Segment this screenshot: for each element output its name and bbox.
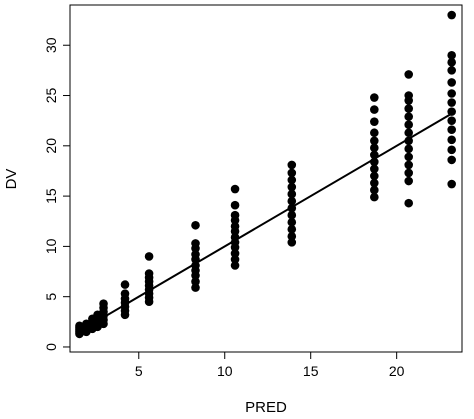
x-tick-label: 5 bbox=[135, 363, 143, 379]
data-point bbox=[230, 221, 240, 231]
data-point bbox=[447, 135, 456, 145]
data-point bbox=[287, 210, 297, 220]
data-point bbox=[287, 160, 297, 170]
data-point bbox=[370, 178, 379, 188]
data-point bbox=[287, 217, 297, 227]
data-point bbox=[447, 58, 456, 67]
data-point bbox=[404, 168, 414, 178]
data-point bbox=[447, 89, 456, 98]
data-point bbox=[404, 152, 414, 162]
data-point bbox=[404, 198, 414, 208]
data-point bbox=[404, 144, 414, 154]
x-tick-label: 20 bbox=[389, 363, 405, 379]
data-point bbox=[370, 143, 379, 153]
data-point bbox=[447, 155, 456, 165]
data-point bbox=[287, 168, 297, 178]
data-point bbox=[191, 277, 200, 286]
data-point bbox=[370, 136, 379, 146]
x-tick-label: 15 bbox=[303, 363, 319, 379]
x-tick-label: 10 bbox=[217, 363, 233, 379]
data-point bbox=[120, 289, 130, 298]
data-point bbox=[447, 98, 456, 107]
data-point bbox=[230, 184, 240, 194]
fit-line bbox=[78, 112, 453, 333]
data-point bbox=[370, 128, 379, 138]
data-point bbox=[191, 239, 200, 248]
data-point bbox=[404, 104, 414, 113]
data-point bbox=[230, 249, 240, 258]
data-point bbox=[404, 160, 414, 170]
data-point bbox=[404, 70, 414, 79]
data-point bbox=[120, 280, 130, 289]
data-point bbox=[287, 238, 297, 247]
data-point bbox=[144, 269, 154, 278]
data-point bbox=[144, 252, 154, 261]
data-point bbox=[191, 283, 200, 292]
data-point bbox=[370, 185, 379, 195]
y-tick-label: 0 bbox=[43, 343, 59, 351]
data-point bbox=[370, 192, 379, 202]
data-point bbox=[404, 112, 414, 121]
y-axis-label: DV bbox=[3, 169, 20, 190]
data-point bbox=[447, 10, 456, 20]
data-point bbox=[447, 145, 456, 155]
data-point bbox=[287, 196, 297, 206]
y-tick-label: 30 bbox=[43, 37, 59, 53]
data-point bbox=[447, 78, 456, 87]
data-point bbox=[370, 105, 379, 114]
data-point bbox=[370, 171, 379, 181]
data-point bbox=[287, 175, 297, 185]
data-point bbox=[230, 200, 240, 210]
y-tick-label: 10 bbox=[43, 238, 59, 254]
data-point bbox=[230, 210, 240, 220]
data-point bbox=[287, 189, 297, 199]
data-point bbox=[230, 261, 240, 270]
data-point bbox=[230, 255, 240, 264]
y-tick-label: 20 bbox=[43, 138, 59, 154]
data-point bbox=[99, 299, 108, 309]
data-point bbox=[370, 93, 379, 102]
data-point bbox=[191, 220, 200, 230]
data-point bbox=[447, 66, 456, 75]
data-point bbox=[447, 179, 456, 189]
data-point bbox=[287, 182, 297, 192]
data-point bbox=[370, 117, 379, 126]
y-axis: 0 5 10 15 20 25 30 bbox=[43, 37, 71, 351]
data-point bbox=[404, 91, 414, 100]
y-tick-label: 25 bbox=[43, 88, 59, 104]
data-point bbox=[191, 250, 200, 259]
data-point bbox=[287, 232, 297, 241]
y-tick-label: 5 bbox=[43, 293, 59, 301]
x-axis: 5 10 15 20 bbox=[135, 351, 405, 379]
data-point bbox=[404, 176, 414, 186]
data-point bbox=[75, 321, 84, 331]
data-points bbox=[75, 10, 456, 339]
data-point bbox=[370, 164, 379, 174]
x-axis-label: PRED bbox=[245, 399, 287, 416]
data-point bbox=[404, 128, 414, 138]
data-point bbox=[447, 125, 456, 135]
data-point bbox=[447, 116, 456, 125]
data-point bbox=[447, 50, 456, 60]
data-point bbox=[287, 224, 297, 234]
y-tick-label: 15 bbox=[43, 188, 59, 204]
data-point bbox=[404, 120, 414, 129]
